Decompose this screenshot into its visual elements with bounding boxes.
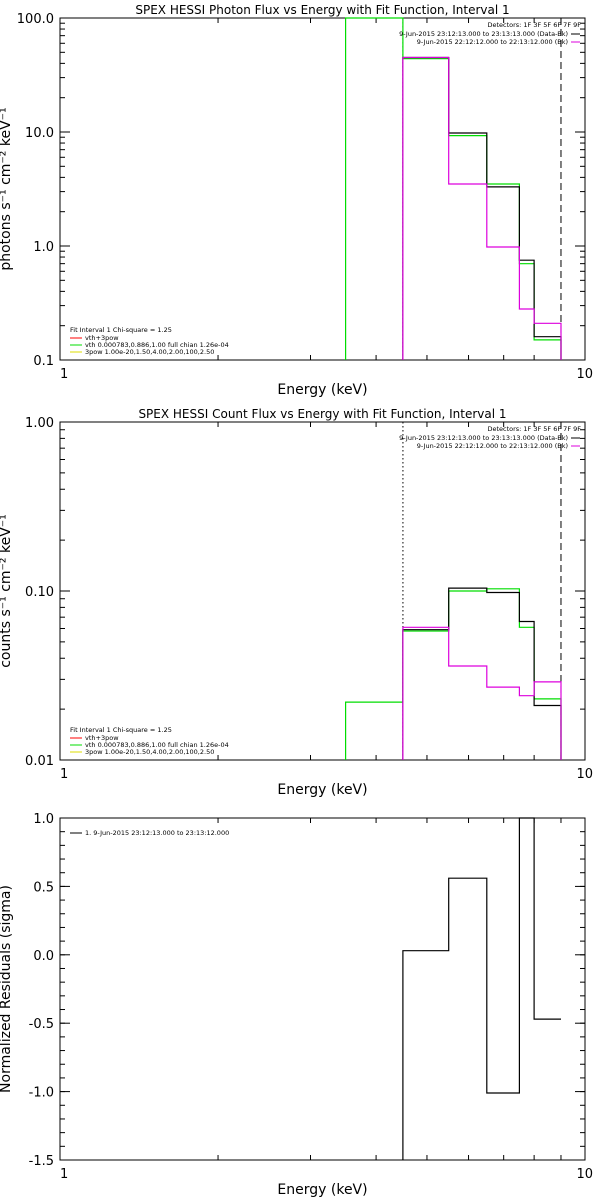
y-tick-label: -0.5: [29, 1017, 54, 1032]
legend-right-text: 9-Jun-2015 23:12:13.000 to 23:13:13.000 …: [399, 30, 568, 38]
x-tick-label: 1: [60, 1167, 68, 1182]
y-tick-label: 0.10: [25, 585, 54, 600]
plot-frame: [59, 17, 586, 361]
fit-legend-text: vth 0.000783,0.886,1.00 full chian 1.26e…: [85, 341, 229, 349]
series-2-step-line: [402, 56, 562, 360]
y-axis-label: Normalized Residuals (sigma): [0, 885, 14, 1093]
y-tick-label: 100.0: [17, 12, 54, 27]
x-tick-label: 1: [60, 367, 68, 382]
y-axis-label: photons s⁻¹ cm⁻² keV⁻¹: [0, 107, 14, 270]
legend-right-text: 9-Jun-2015 23:12:13.000 to 23:13:13.000 …: [399, 434, 568, 442]
x-tick-label: 10: [576, 367, 593, 382]
count-flux-panel: SPEX HESSI Count Flux vs Energy with Fit…: [0, 407, 593, 798]
fit-legend-text: 3pow 1.00e-20,1.50,4.00,2.00,100,2.50: [85, 748, 214, 756]
residuals-panel: Energy (keV) Normalized Residuals (sigma)…: [0, 812, 593, 1198]
y-tick-label: 1.0: [33, 240, 54, 255]
x-tick-label: 10: [576, 767, 593, 782]
detectors-label: Detectors: 1F 3F 5F 6F 7F 9F: [487, 425, 581, 433]
series-0-step-line: [345, 588, 562, 760]
x-tick-label: 10: [576, 1167, 593, 1182]
fit-legend-title: Fit Interval 1 Chi-square = 1.25: [70, 726, 172, 734]
y-tick-label: 0.01: [25, 754, 54, 769]
y-tick-label: 10.0: [25, 126, 54, 141]
fit-legend-title: Fit Interval 1 Chi-square = 1.25: [70, 326, 172, 334]
fit-legend-text: vth+3pow: [85, 734, 119, 742]
plot-frame: [59, 421, 586, 761]
y-tick-label: -1.0: [29, 1086, 54, 1101]
x-axis-label: Energy (keV): [277, 382, 367, 398]
fit-legend-text: 3pow 1.00e-20,1.50,4.00,2.00,100,2.50: [85, 348, 214, 356]
y-tick-label: 0.5: [33, 880, 54, 895]
y-tick-label: -1.5: [29, 1154, 54, 1169]
series-1-step-line: [402, 587, 562, 760]
residual-legend-text: 1. 9-Jun-2015 23:12:13.000 to 23:13:12.0…: [85, 829, 229, 837]
legend-right-text: 9-Jun-2015 22:12:12.000 to 22:13:12.000 …: [417, 38, 568, 46]
x-tick-label: 1: [60, 767, 68, 782]
x-axis-label: Energy (keV): [277, 782, 367, 798]
photon-flux-panel: SPEX HESSI Photon Flux vs Energy with Fi…: [0, 3, 593, 398]
x-axis-label: Energy (keV): [277, 1182, 367, 1198]
y-tick-label: 1.00: [25, 416, 54, 431]
y-tick-label: 1.0: [33, 812, 54, 827]
y-axis-label: counts s⁻¹ cm⁻² keV⁻¹: [0, 514, 14, 668]
chart-title: SPEX HESSI Photon Flux vs Energy with Fi…: [135, 3, 509, 17]
fit-legend-text: vth+3pow: [85, 334, 119, 342]
series-0-step-line: [402, 817, 561, 1160]
plot-frame: [59, 817, 586, 1161]
series-2-step-line: [402, 626, 562, 760]
chart-title: SPEX HESSI Count Flux vs Energy with Fit…: [138, 407, 506, 421]
detectors-label: Detectors: 1F 3F 5F 6F 7F 9F: [487, 21, 581, 29]
y-tick-label: 0.1: [33, 354, 54, 369]
legend-right-text: 9-Jun-2015 22:12:12.000 to 22:13:12.000 …: [417, 442, 568, 450]
y-tick-label: 0.0: [33, 949, 54, 964]
fit-legend-text: vth 0.000783,0.886,1.00 full chian 1.26e…: [85, 741, 229, 749]
series-1-step-line: [402, 56, 562, 360]
